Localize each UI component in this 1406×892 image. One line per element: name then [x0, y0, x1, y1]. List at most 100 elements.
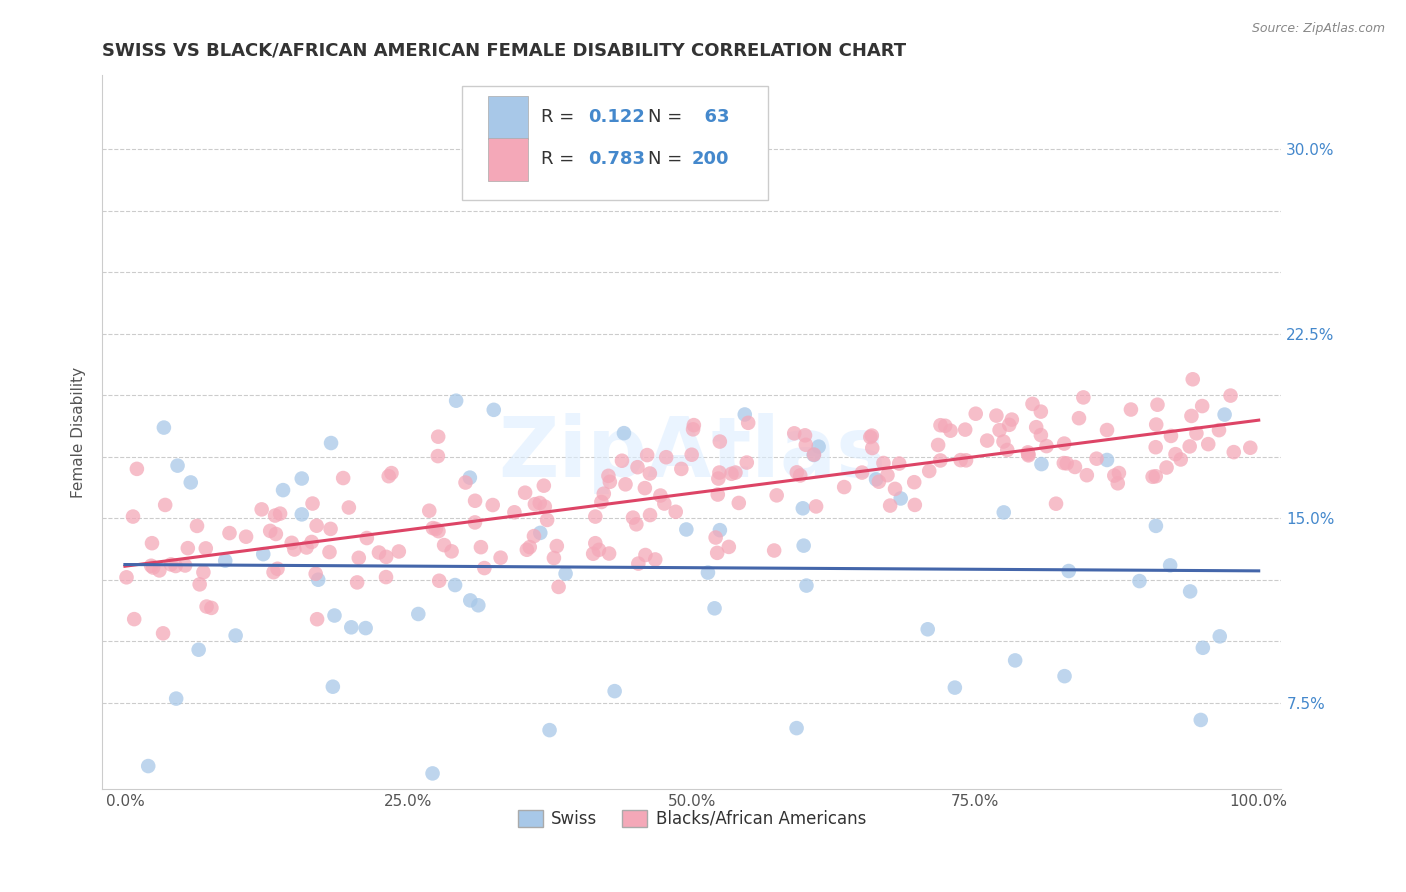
- Point: [583, 536, 606, 550]
- Point: [1209, 629, 1232, 643]
- Point: [591, 495, 613, 509]
- FancyBboxPatch shape: [488, 137, 527, 180]
- Text: 0.783: 0.783: [588, 150, 645, 169]
- Point: [533, 478, 555, 492]
- Point: [188, 577, 211, 591]
- Point: [1085, 451, 1108, 466]
- Point: [195, 599, 218, 614]
- Point: [418, 504, 440, 518]
- Point: [523, 497, 546, 511]
- Point: [259, 524, 281, 538]
- Point: [200, 600, 222, 615]
- Point: [427, 430, 450, 444]
- Point: [706, 546, 728, 560]
- Point: [949, 453, 972, 467]
- Text: N =: N =: [648, 108, 688, 126]
- Point: [375, 549, 398, 564]
- Point: [717, 540, 740, 554]
- Point: [1185, 426, 1208, 441]
- Point: [965, 407, 987, 421]
- Point: [934, 418, 956, 433]
- Point: [1095, 453, 1118, 467]
- Point: [879, 499, 901, 513]
- Point: [165, 559, 187, 574]
- Text: 200: 200: [692, 150, 730, 169]
- Point: [794, 438, 817, 452]
- Point: [122, 509, 145, 524]
- Point: [697, 566, 720, 580]
- Point: [832, 480, 855, 494]
- Point: [440, 544, 463, 558]
- Text: R =: R =: [541, 108, 579, 126]
- Point: [903, 475, 925, 490]
- Point: [295, 541, 318, 555]
- Point: [1017, 445, 1039, 459]
- Point: [803, 448, 825, 462]
- Point: [638, 467, 661, 481]
- Point: [1067, 411, 1090, 425]
- Point: [235, 530, 257, 544]
- Point: [1144, 469, 1167, 483]
- Point: [214, 554, 236, 568]
- Point: [789, 468, 811, 483]
- Point: [1021, 397, 1043, 411]
- Point: [193, 566, 215, 580]
- Point: [194, 541, 217, 556]
- Point: [1213, 795, 1236, 809]
- Point: [598, 468, 620, 483]
- Point: [707, 487, 730, 501]
- Point: [354, 621, 377, 635]
- Point: [136, 759, 159, 773]
- Point: [993, 505, 1015, 519]
- Point: [1144, 440, 1167, 454]
- Point: [631, 166, 654, 180]
- Point: [627, 557, 650, 571]
- Point: [1053, 436, 1076, 450]
- Point: [1192, 640, 1215, 655]
- Point: [993, 434, 1015, 449]
- Point: [943, 681, 966, 695]
- Point: [375, 570, 398, 584]
- Point: [323, 608, 346, 623]
- Point: [347, 550, 370, 565]
- Point: [763, 543, 786, 558]
- Point: [929, 418, 952, 433]
- Point: [291, 508, 314, 522]
- Point: [464, 516, 486, 530]
- Point: [603, 684, 626, 698]
- Point: [634, 548, 657, 562]
- Point: [427, 524, 450, 538]
- Point: [868, 475, 890, 489]
- Point: [1191, 399, 1213, 413]
- Point: [152, 626, 174, 640]
- Point: [904, 498, 927, 512]
- Point: [734, 408, 756, 422]
- Point: [634, 481, 657, 495]
- Point: [872, 456, 894, 470]
- Point: [650, 489, 672, 503]
- Point: [1170, 452, 1192, 467]
- Point: [444, 578, 467, 592]
- Point: [165, 691, 187, 706]
- Point: [554, 566, 576, 581]
- FancyBboxPatch shape: [488, 95, 527, 138]
- Point: [1144, 417, 1167, 432]
- Point: [356, 531, 378, 545]
- Point: [724, 466, 747, 480]
- Text: ZipAtlas: ZipAtlas: [498, 413, 886, 494]
- Point: [264, 508, 287, 523]
- Point: [1144, 519, 1167, 533]
- Point: [851, 466, 873, 480]
- Point: [529, 525, 551, 540]
- Point: [225, 628, 247, 642]
- Point: [988, 423, 1011, 437]
- Point: [583, 509, 606, 524]
- Point: [1053, 669, 1076, 683]
- Point: [1001, 412, 1024, 426]
- Point: [380, 466, 402, 480]
- Point: [1104, 468, 1126, 483]
- Point: [346, 575, 368, 590]
- Point: [427, 574, 450, 588]
- Point: [1189, 713, 1212, 727]
- Point: [588, 542, 610, 557]
